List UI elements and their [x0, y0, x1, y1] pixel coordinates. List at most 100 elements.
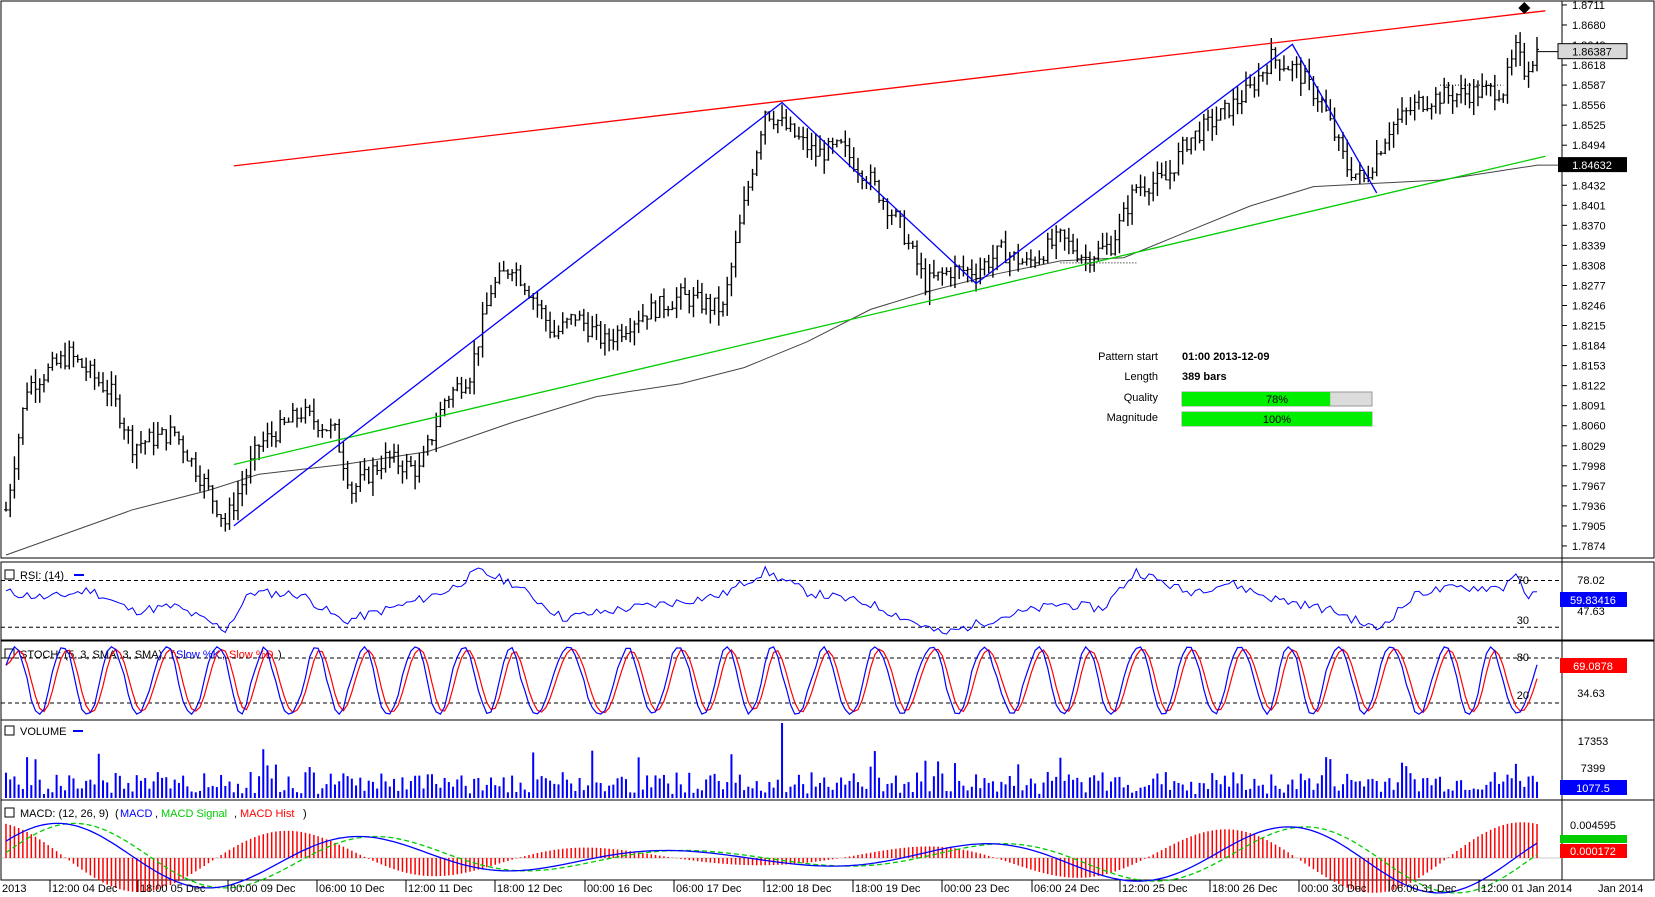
volume-bar — [456, 779, 459, 798]
volume-bar — [1337, 790, 1340, 798]
stoch-paren-close: ) — [278, 649, 282, 661]
price-tick-label: 1.8122 — [1572, 381, 1606, 393]
macd-paren-close: ) — [303, 808, 307, 820]
time-tick-label: 00:00 30 Dec — [1301, 883, 1367, 895]
volume-bar — [258, 776, 261, 798]
volume-bar — [1261, 784, 1264, 798]
pattern-length-label: Length — [1124, 371, 1158, 383]
volume-bar — [1346, 773, 1349, 798]
rsi-tick-bottom: 47.63 — [1577, 606, 1605, 618]
volume-bar — [1240, 774, 1243, 798]
volume-close-icon[interactable] — [4, 725, 15, 736]
volume-bar — [498, 786, 501, 798]
volume-bar — [679, 784, 682, 798]
volume-bar — [405, 789, 408, 798]
macd-comma-2: , — [234, 808, 237, 820]
price-tick-label: 1.8060 — [1572, 421, 1606, 433]
volume-bar — [814, 786, 817, 798]
volume-bar — [953, 763, 956, 798]
time-tick-label: 2013 — [2, 883, 26, 895]
volume-bar — [856, 782, 859, 798]
price-tick-label: 1.8494 — [1572, 140, 1606, 152]
volume-bar — [1046, 772, 1049, 798]
rsi-level-30: 30 — [1517, 615, 1529, 627]
volume-bar — [662, 774, 665, 798]
volume-bar — [1371, 778, 1374, 798]
volume-bar — [949, 791, 952, 798]
volume-bar — [34, 759, 37, 798]
volume-bar — [127, 782, 130, 798]
volume-panel: VOLUME 17353 7399 1077.5 — [4, 723, 1627, 798]
volume-bar — [827, 786, 830, 798]
volume-bar — [194, 792, 197, 798]
volume-bar — [747, 786, 750, 798]
volume-current-value: 1077.5 — [1576, 783, 1610, 795]
volume-bar — [80, 788, 83, 798]
volume-bar — [131, 791, 134, 798]
volume-bar — [1147, 785, 1150, 798]
volume-bar — [502, 777, 505, 798]
volume-bar — [1139, 787, 1142, 798]
volume-tick-mid: 7399 — [1581, 763, 1605, 775]
volume-bar — [1447, 789, 1450, 798]
volume-bar — [1438, 776, 1441, 798]
volume-bar — [85, 780, 88, 798]
volume-bar — [1101, 772, 1104, 798]
volume-bar — [970, 786, 973, 798]
volume-bar — [878, 777, 881, 798]
pattern-lines — [233, 10, 1546, 527]
volume-bar — [300, 793, 303, 798]
volume-bar — [1050, 780, 1053, 798]
volume-bar — [1531, 775, 1534, 798]
volume-bar — [582, 790, 585, 798]
volume-bar — [266, 765, 269, 798]
macd-close-icon[interactable] — [4, 807, 15, 818]
volume-bar — [1430, 785, 1433, 798]
volume-bar — [515, 791, 518, 798]
stoch-lines — [1, 645, 1562, 716]
volume-bar — [186, 786, 189, 798]
volume-bar — [852, 773, 855, 798]
volume-bar — [1519, 780, 1522, 798]
volume-bar — [1156, 773, 1159, 798]
volume-bar — [945, 790, 948, 798]
volume-bar — [1510, 778, 1513, 798]
volume-bar — [228, 781, 231, 798]
volume-bar — [658, 778, 661, 798]
rsi-close-icon[interactable] — [4, 569, 15, 580]
volume-bar — [211, 785, 214, 798]
volume-bar — [633, 792, 636, 798]
volume-bar — [249, 772, 252, 798]
volume-bar — [1135, 791, 1138, 798]
volume-bar — [1320, 775, 1323, 798]
volume-bar — [637, 757, 640, 798]
time-tick-label: 00:00 16 Dec — [587, 883, 653, 895]
volume-bar — [460, 775, 463, 798]
volume-bar — [1333, 786, 1336, 798]
volume-bar — [64, 790, 67, 798]
volume-bar — [920, 781, 923, 798]
volume-bar — [485, 784, 488, 798]
price-tick-label: 1.8277 — [1572, 280, 1606, 292]
stoch-current-value: 69.0878 — [1573, 661, 1613, 673]
volume-bar — [401, 777, 404, 798]
price-tick-label: 1.8246 — [1572, 301, 1606, 313]
volume-bar — [1401, 762, 1404, 798]
rsi-title: RSI: (14) — [20, 570, 64, 582]
zigzag-line — [233, 43, 1378, 527]
volume-bar — [1143, 786, 1146, 798]
support-line — [233, 155, 1546, 466]
volume-bar — [1093, 775, 1096, 798]
volume-bar — [1228, 786, 1231, 798]
price-tick-label: 1.7905 — [1572, 521, 1606, 533]
volume-bar — [1122, 787, 1125, 798]
stoch-current-badge — [1560, 658, 1627, 673]
volume-bar — [1013, 785, 1016, 798]
time-tick-label: 06:00 10 Dec — [319, 883, 385, 895]
volume-bar — [797, 774, 800, 798]
stoch-level-80: 80 — [1517, 652, 1529, 664]
volume-tick-top: 17353 — [1578, 736, 1609, 748]
volume-bar — [937, 761, 940, 798]
volume-bar — [629, 792, 632, 798]
